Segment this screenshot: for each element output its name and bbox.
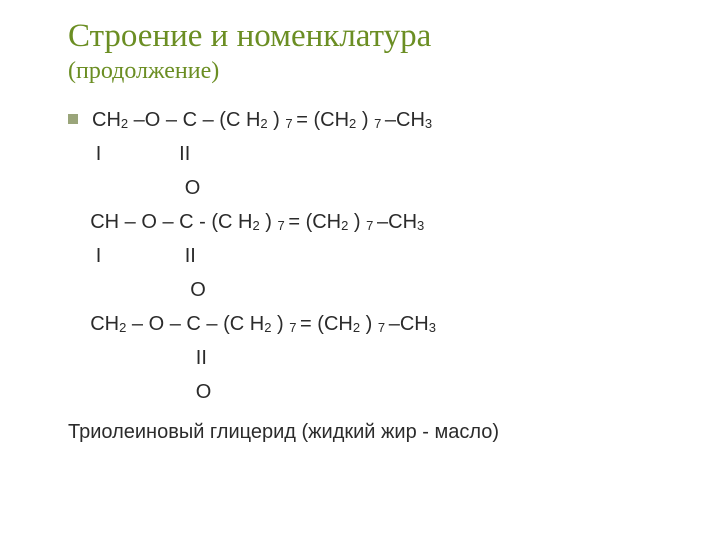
slide-subtitle: (продолжение) (68, 58, 680, 85)
formula-line-1-bonds: I II (68, 137, 680, 171)
formula-line-2-bonds: I II (68, 239, 680, 273)
slide-body: СН2 –О – С – (С Н2 ) 7 = (СН2 ) 7 –СН3 I… (68, 103, 680, 449)
formula-line-3-bonds: II (68, 341, 680, 375)
formula-line-3: СН2 – О – С – (С Н2 ) 7 = (СН2 ) 7 –СН3 (68, 307, 680, 341)
bullet-icon (68, 114, 78, 124)
formula-line-1: СН2 –О – С – (С Н2 ) 7 = (СН2 ) 7 –СН3 (68, 103, 680, 137)
formula-line-1-oxygen: O (68, 171, 680, 205)
formula-line-3-oxygen: O (68, 375, 680, 409)
slide-title: Строение и номенклатура (68, 18, 680, 56)
formula-line-2: СН – О – С - (С Н2 ) 7 = (СН2 ) 7 –СН3 (68, 205, 680, 239)
slide: Строение и номенклатура (продолжение) СН… (0, 0, 720, 540)
formula-line-2-oxygen: O (68, 273, 680, 307)
caption: Триолеиновый глицерид (жидкий жир - масл… (68, 415, 680, 449)
